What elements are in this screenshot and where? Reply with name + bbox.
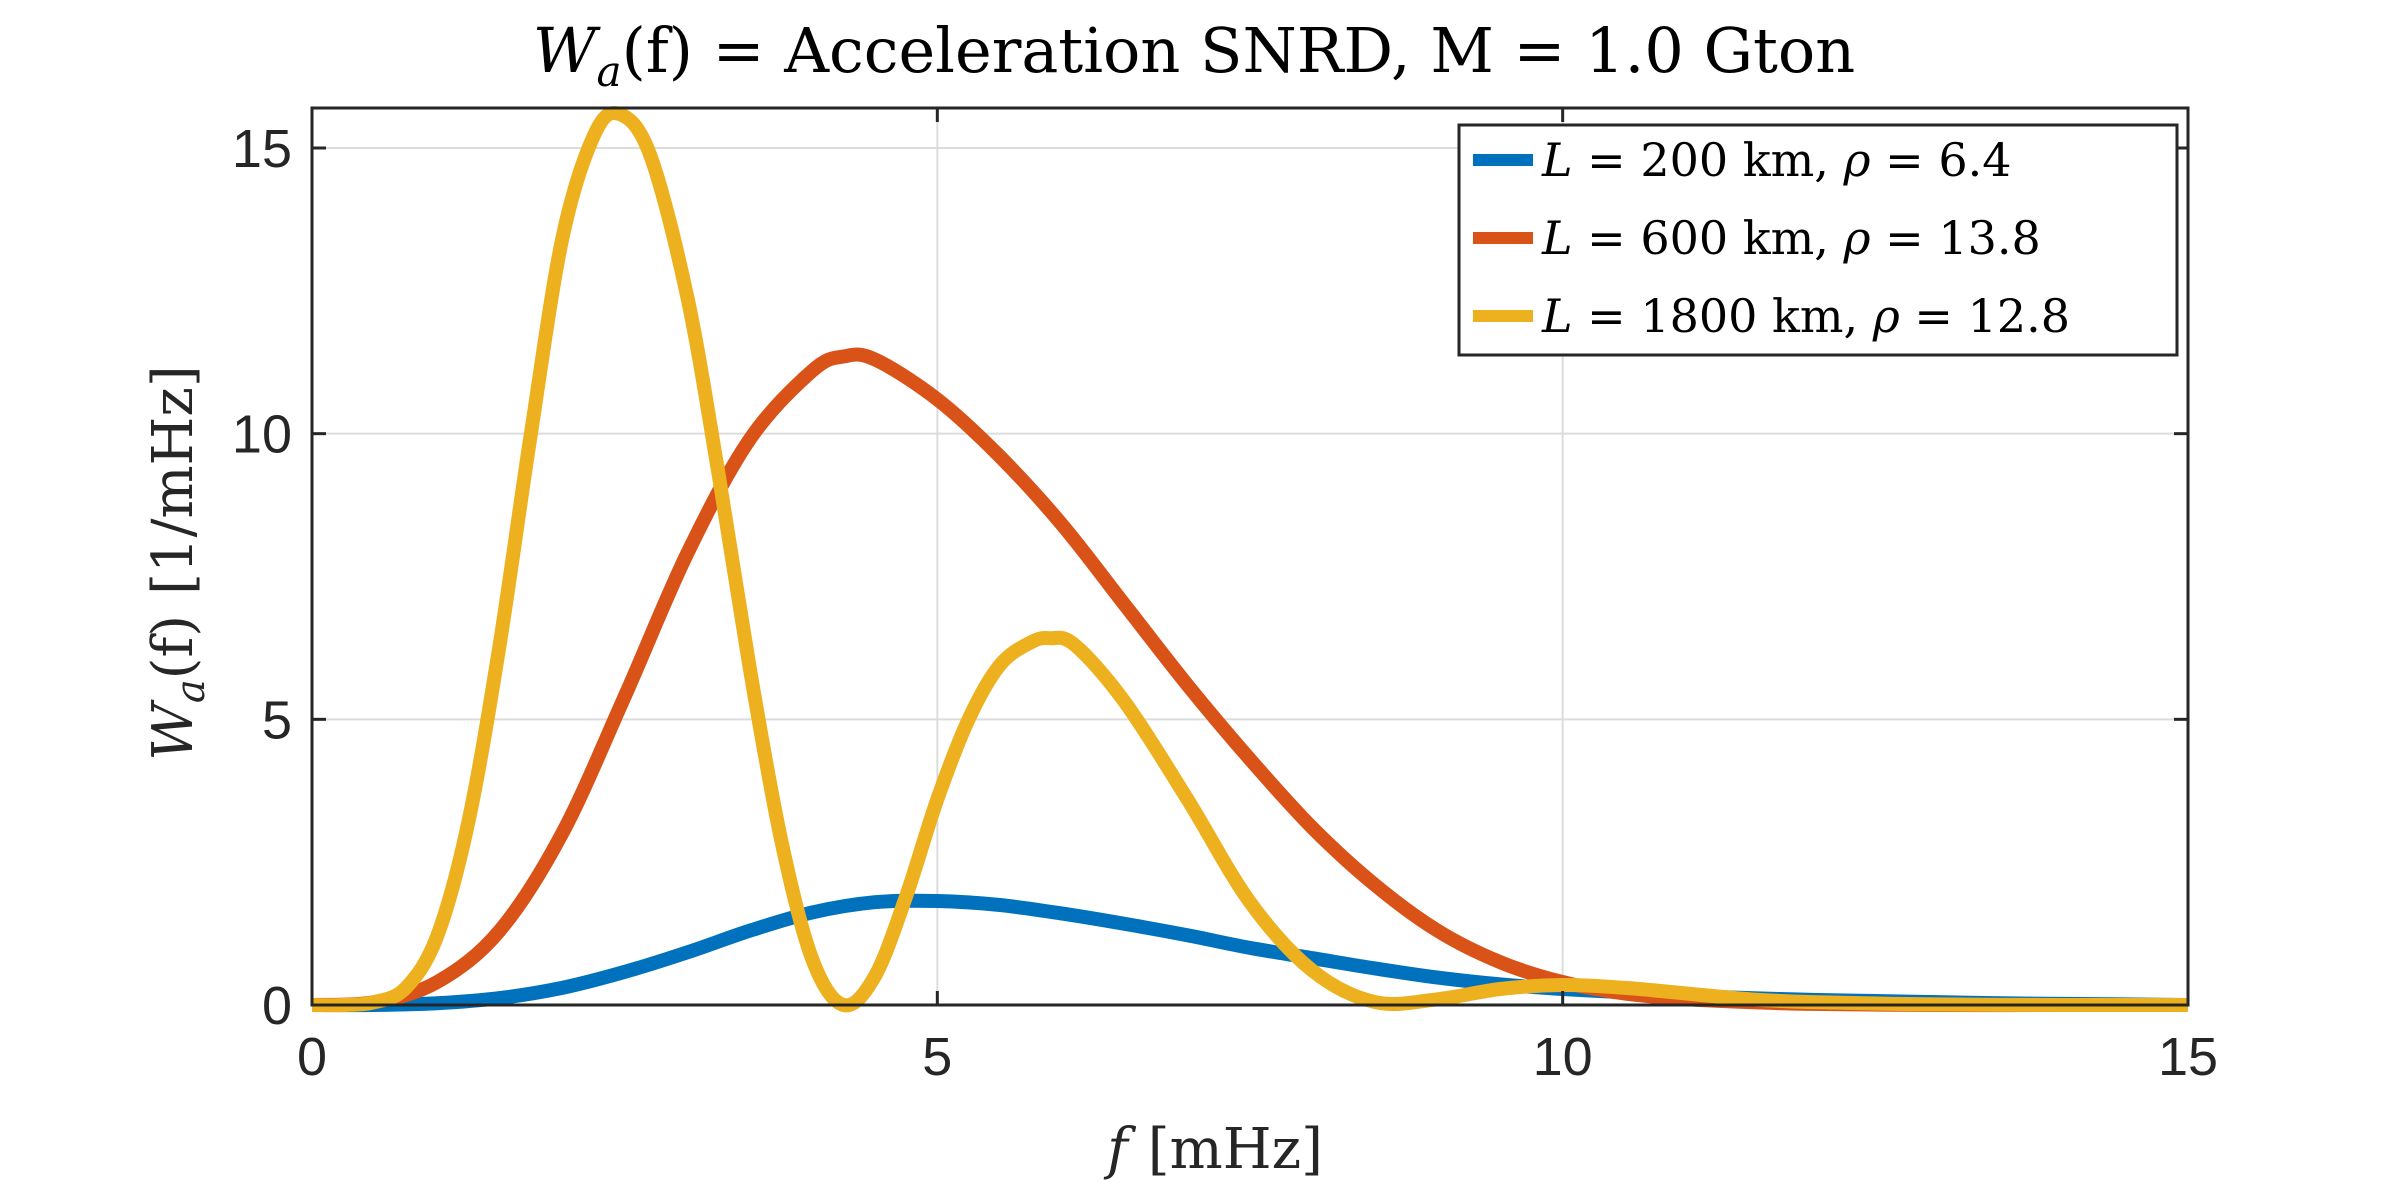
- legend-l600-rho: ρ: [1843, 211, 1871, 265]
- legend-entry-l200: L = 200 km, ρ = 6.4: [1541, 133, 2012, 187]
- legend-l600-mid: = 600 km,: [1573, 211, 1844, 265]
- x-tick-label: 15: [2158, 1027, 2218, 1087]
- legend-l600-end: = 13.8: [1871, 211, 2041, 265]
- y-axis-label: Wa(f) [1/mHz]: [141, 365, 214, 760]
- legend-l600-var: L: [1541, 211, 1573, 265]
- title-rest: = Acceleration SNRD, M = 1.0 Gton: [693, 14, 1855, 87]
- chart-title: Wa(f) = Acceleration SNRD, M = 1.0 Gton: [533, 14, 1855, 96]
- legend-l200-end: = 6.4: [1871, 133, 2012, 187]
- legend-l200-mid: = 200 km,: [1573, 133, 1844, 187]
- x-axis-units: [mHz]: [1148, 1117, 1323, 1182]
- y-tick-labels: 0 5 10 15: [232, 119, 292, 1036]
- series-line-l1800: [311, 106, 2189, 1013]
- y-axis-var: W: [141, 699, 206, 761]
- legend-box: [1457, 123, 2179, 357]
- y-tick-label: 10: [232, 405, 292, 465]
- x-tick-label: 0: [297, 1027, 327, 1087]
- axis-ticks: [310, 108, 2190, 1007]
- legend-l1800-mid: = 1800 km,: [1573, 289, 1873, 343]
- legend-l1800-rho: ρ: [1872, 289, 1900, 343]
- y-tick-label: 5: [262, 690, 292, 750]
- legend-entry-l600: L = 600 km, ρ = 13.8: [1541, 211, 2041, 265]
- y-axis-arg: (f): [141, 615, 206, 679]
- x-tick-label: 5: [922, 1027, 952, 1087]
- legend: L = 200 km, ρ = 6.4 L = 600 km, ρ = 13.8…: [1457, 123, 2179, 357]
- x-tick-labels: 0 5 10 15: [297, 1027, 2218, 1087]
- x-tick-label: 10: [1533, 1027, 1593, 1087]
- title-lhs: W: [533, 14, 601, 87]
- legend-l200-rho: ρ: [1843, 133, 1871, 187]
- series-line-l200: [311, 893, 2189, 1013]
- title-lhs-arg: (f): [622, 14, 693, 87]
- legend-l200-var: L: [1541, 133, 1573, 187]
- y-axis-sub: a: [168, 679, 214, 703]
- y-axis-units: [1/mHz]: [141, 365, 206, 595]
- y-tick-label: 0: [262, 976, 292, 1036]
- title-lhs-sub: a: [597, 47, 622, 96]
- legend-l1800-end: = 12.8: [1900, 289, 2070, 343]
- legend-l1800-var: L: [1541, 289, 1573, 343]
- x-axis-label: f [mHz]: [1103, 1117, 1323, 1182]
- series-layer: [311, 106, 2189, 1013]
- x-axis-var: f: [1103, 1117, 1137, 1182]
- plot-frame: [310, 106, 2190, 1007]
- y-tick-label: 15: [232, 119, 292, 179]
- legend-entry-l1800: L = 1800 km, ρ = 12.8: [1541, 289, 2070, 343]
